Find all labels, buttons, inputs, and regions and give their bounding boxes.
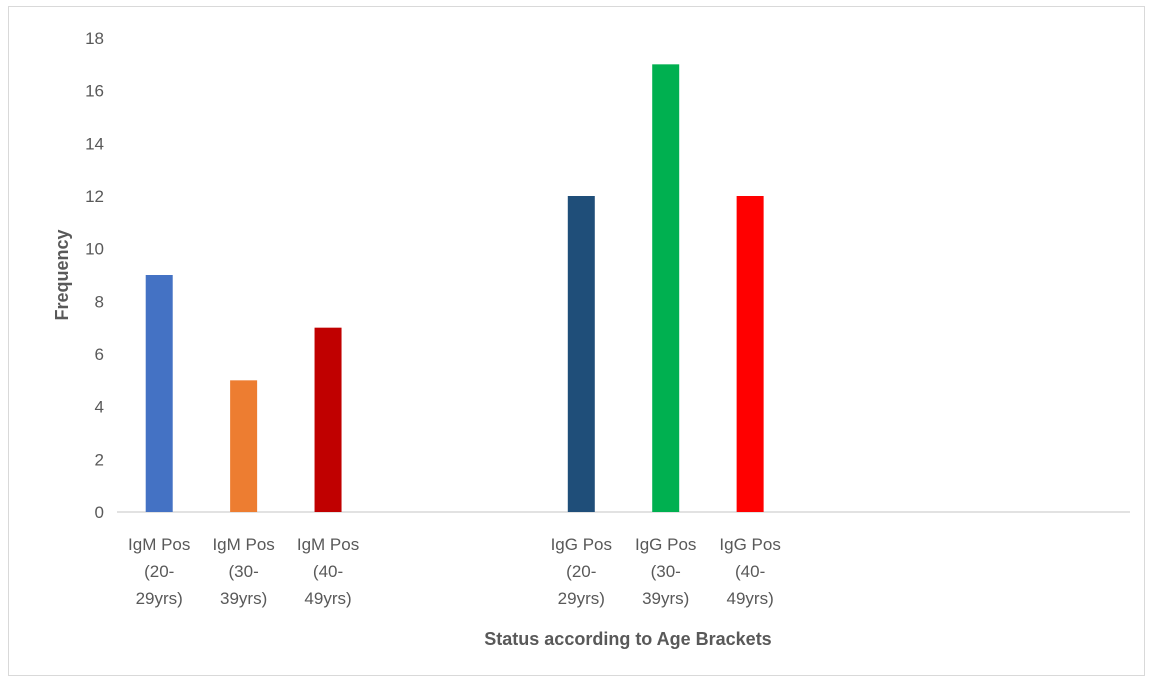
x-tick-label: IgM Pos: [212, 535, 274, 554]
bars: [145, 64, 764, 512]
x-tick-label: 29yrs): [136, 589, 183, 608]
x-tick-label: IgG Pos: [719, 535, 780, 554]
y-tick-label: 6: [95, 345, 104, 364]
x-axis-category-labels: IgM Pos (20- 29yrs) IgM Pos (30- 39yrs) IgM Po…: [128, 535, 781, 608]
x-tick-label: 49yrs): [727, 589, 774, 608]
x-tick-label: 39yrs): [642, 589, 689, 608]
y-axis-ticks: 0 2 4 6 8 10 12 14 16 18: [85, 29, 104, 522]
x-tick-label: (20-: [144, 562, 174, 581]
bar: [230, 380, 258, 512]
bar: [736, 196, 764, 512]
bar: [652, 64, 680, 512]
x-tick-label: IgM Pos: [128, 535, 190, 554]
x-tick-label: IgG Pos: [551, 535, 612, 554]
y-tick-label: 18: [85, 29, 104, 48]
y-tick-label: 12: [85, 187, 104, 206]
x-tick-label: (40-: [313, 562, 343, 581]
x-tick-label: 49yrs): [304, 589, 351, 608]
y-tick-label: 14: [85, 134, 104, 153]
x-tick-label: IgG Pos: [635, 535, 696, 554]
x-tick-label: (30-: [229, 562, 259, 581]
y-tick-label: 0: [95, 503, 104, 522]
y-tick-label: 16: [85, 82, 104, 101]
x-tick-label: 39yrs): [220, 589, 267, 608]
y-tick-label: 2: [95, 450, 104, 469]
bar: [567, 196, 595, 512]
x-tick-label: (20-: [566, 562, 596, 581]
y-axis-title: Frequency: [52, 229, 72, 320]
x-tick-label: 29yrs): [558, 589, 605, 608]
bar: [145, 275, 173, 512]
y-tick-label: 4: [95, 398, 104, 417]
bar: [314, 327, 342, 512]
x-tick-label: (30-: [651, 562, 681, 581]
x-tick-label: (40-: [735, 562, 765, 581]
x-tick-label: IgM Pos: [297, 535, 359, 554]
x-axis-title: Status according to Age Brackets: [484, 629, 771, 649]
y-tick-label: 10: [85, 240, 104, 259]
y-tick-label: 8: [95, 292, 104, 311]
